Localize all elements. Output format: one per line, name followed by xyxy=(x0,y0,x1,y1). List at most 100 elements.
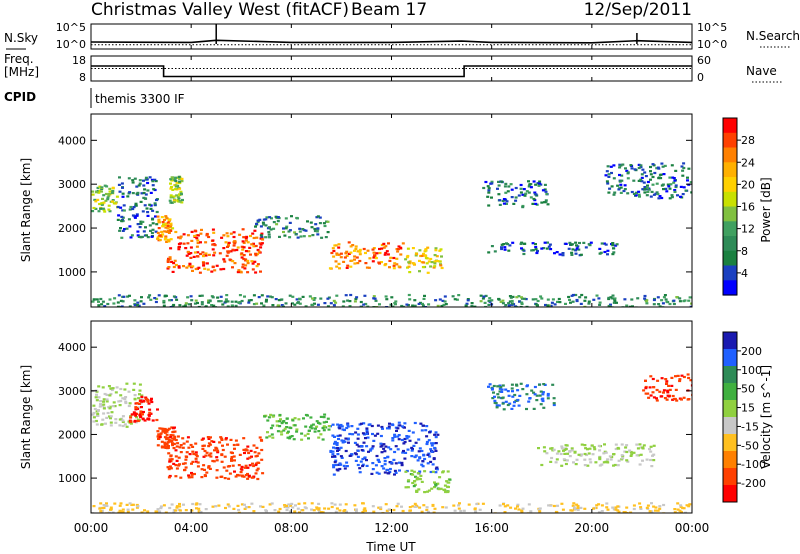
power-cell xyxy=(662,173,666,176)
velocity-cell xyxy=(385,509,389,512)
velocity-cell xyxy=(533,393,537,396)
power-cell xyxy=(198,294,202,297)
freq-tick-bottom: 8 xyxy=(79,71,86,84)
power-cell xyxy=(193,302,197,305)
velocity-cell xyxy=(285,508,289,512)
power-cell xyxy=(643,297,647,300)
velocity-cell xyxy=(431,470,435,473)
power-cell xyxy=(644,175,648,178)
power-cell xyxy=(92,206,96,210)
velocity-cell xyxy=(248,464,252,467)
velocity-cell xyxy=(221,444,224,447)
power-cell xyxy=(121,300,125,303)
power-cell xyxy=(111,200,114,203)
power-cell xyxy=(372,295,376,298)
power-cell xyxy=(242,254,246,257)
velocity-cell xyxy=(246,457,250,460)
velocity-cell xyxy=(333,461,337,464)
power-cell xyxy=(329,302,333,305)
power-cell xyxy=(167,239,171,242)
velocity-cell xyxy=(606,508,610,511)
power-cell xyxy=(549,304,553,307)
power-cell xyxy=(558,253,562,256)
power-cell xyxy=(156,215,160,218)
velocity-cell xyxy=(571,504,575,507)
power-cell xyxy=(118,229,122,232)
power-cell xyxy=(612,251,616,254)
velocity-cell xyxy=(146,400,150,403)
power-cell xyxy=(154,180,158,183)
velocity-cell xyxy=(289,504,293,507)
power-cell xyxy=(504,191,508,194)
velocity-colorbar-swatch xyxy=(723,383,737,401)
power-cell xyxy=(362,247,366,251)
power-cell xyxy=(561,252,565,255)
power-cell xyxy=(411,247,415,250)
velocity-cell xyxy=(287,503,291,506)
velocity-cell xyxy=(172,442,176,445)
power-cell xyxy=(401,305,405,307)
power-cell xyxy=(517,194,521,197)
velocity-cell xyxy=(400,461,404,464)
power-cell xyxy=(418,270,421,273)
velocity-cell xyxy=(501,384,505,387)
power-cell xyxy=(599,251,603,254)
velocity-cell xyxy=(175,445,179,448)
velocity-cell xyxy=(109,424,113,427)
power-cell xyxy=(311,297,314,300)
velocity-cell xyxy=(314,427,317,430)
power-cell xyxy=(96,198,100,201)
power-cell xyxy=(182,265,185,268)
velocity-cell xyxy=(526,384,529,387)
velocity-cell xyxy=(158,510,162,513)
velocity-cell xyxy=(149,399,153,402)
power-cell xyxy=(248,246,252,249)
velocity-cell xyxy=(434,442,438,445)
power-cell xyxy=(316,227,320,230)
velocity-cell xyxy=(110,411,114,414)
velocity-cell xyxy=(554,510,558,513)
velocity-cell xyxy=(492,391,495,394)
velocity-cell xyxy=(497,404,501,407)
power-cell xyxy=(382,246,386,249)
power-cell xyxy=(497,180,500,183)
power-cell xyxy=(169,299,173,302)
velocity-cell xyxy=(224,506,227,510)
velocity-cell xyxy=(380,425,384,429)
velocity-cell xyxy=(108,394,112,397)
power-cell xyxy=(527,191,531,194)
power-cell xyxy=(626,177,630,180)
velocity-cell xyxy=(253,451,257,454)
power-cell xyxy=(117,294,121,297)
power-cell xyxy=(418,249,422,252)
power-cell xyxy=(170,260,174,263)
velocity-cell xyxy=(598,449,602,452)
power-cell xyxy=(112,302,116,305)
power-cell xyxy=(314,223,318,226)
velocity-cell xyxy=(266,419,270,422)
power-cell xyxy=(464,304,468,307)
velocity-cell xyxy=(173,437,177,440)
power-cell xyxy=(570,294,574,297)
power-colorbar-swatch xyxy=(723,162,737,178)
velocity-cell xyxy=(215,447,219,450)
velocity-cell xyxy=(355,443,359,446)
velocity-cell xyxy=(146,398,149,401)
velocity-cell xyxy=(422,504,426,507)
velocity-cell xyxy=(259,438,263,442)
power-cell xyxy=(172,200,176,204)
velocity-cell xyxy=(504,400,508,403)
power-cell xyxy=(91,193,95,196)
power-cell xyxy=(527,185,531,188)
velocity-cell xyxy=(605,506,609,509)
x-tick-label: 16:00 xyxy=(474,521,509,535)
power-cell xyxy=(508,295,512,298)
power-cell xyxy=(165,240,169,243)
velocity-cell xyxy=(406,486,410,489)
power-cell xyxy=(523,194,527,197)
velocity-cell xyxy=(588,458,592,461)
velocity-cell xyxy=(200,468,204,471)
velocity-cell xyxy=(341,428,345,431)
velocity-cell xyxy=(362,441,366,444)
velocity-cell xyxy=(275,424,279,427)
